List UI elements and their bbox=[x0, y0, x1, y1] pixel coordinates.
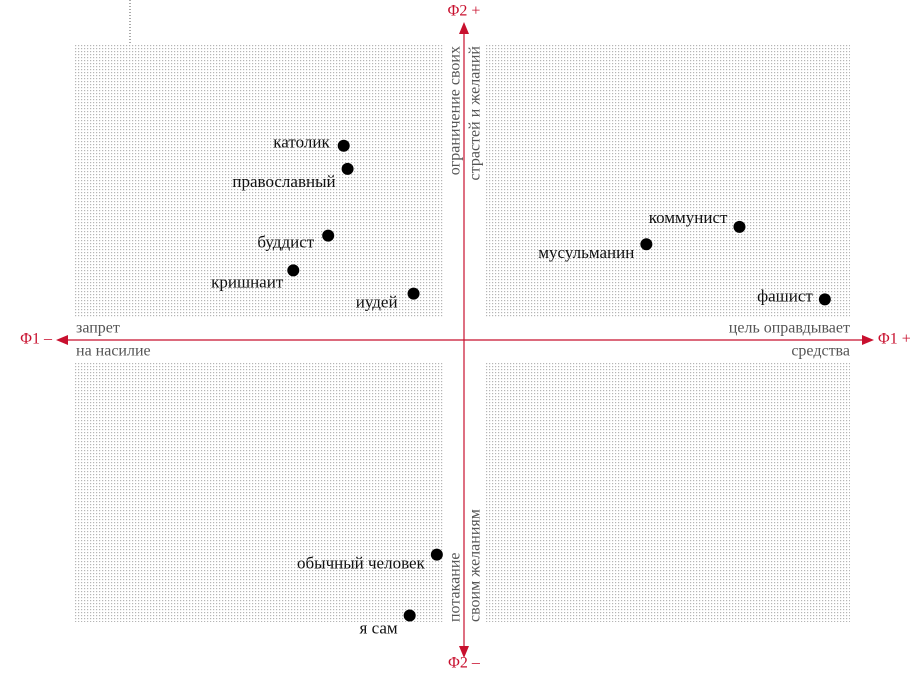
point-label: православный bbox=[232, 172, 335, 191]
arrow bbox=[56, 335, 68, 345]
point bbox=[403, 609, 416, 622]
pole-label: своим желаниям bbox=[467, 509, 484, 622]
arrow bbox=[459, 22, 469, 34]
quadrant bbox=[75, 45, 443, 318]
arrow bbox=[862, 335, 874, 345]
quadrant bbox=[485, 45, 850, 318]
pole-label: ограничение своих bbox=[447, 46, 464, 175]
arrow bbox=[459, 646, 469, 658]
point-label: коммунист bbox=[649, 208, 728, 227]
point-label: обычный человек bbox=[297, 554, 426, 573]
pole-label: цель оправдывает bbox=[729, 320, 850, 337]
quadrant bbox=[75, 362, 443, 622]
pole-label: страстей и желаний bbox=[467, 46, 484, 181]
point bbox=[337, 139, 350, 152]
axis-name: Φ1 + bbox=[878, 331, 911, 348]
quadrant bbox=[485, 362, 850, 622]
point bbox=[733, 220, 746, 233]
point bbox=[407, 287, 420, 300]
point-label: я сам bbox=[360, 618, 398, 637]
point-label: буддист bbox=[257, 233, 314, 252]
point bbox=[640, 238, 653, 251]
point-label: кришнаит bbox=[211, 272, 284, 291]
pole-label: на насилие bbox=[76, 343, 151, 360]
point-label: мусульманин bbox=[538, 243, 634, 262]
point bbox=[287, 264, 300, 277]
pole-label: средства bbox=[791, 343, 850, 360]
point-label: фашист bbox=[757, 286, 813, 305]
point bbox=[341, 162, 354, 175]
point bbox=[818, 293, 831, 306]
point-label: иудей bbox=[356, 293, 398, 312]
pole-label: потакание bbox=[447, 553, 464, 623]
axis-name: Φ2 – bbox=[448, 655, 481, 672]
axis-name: Φ1 – bbox=[20, 331, 53, 348]
pole-label: запрет bbox=[76, 320, 120, 337]
point-label: католик bbox=[273, 133, 330, 152]
point bbox=[430, 548, 443, 561]
axis-name: Φ2 + bbox=[448, 3, 481, 20]
point bbox=[322, 229, 335, 242]
